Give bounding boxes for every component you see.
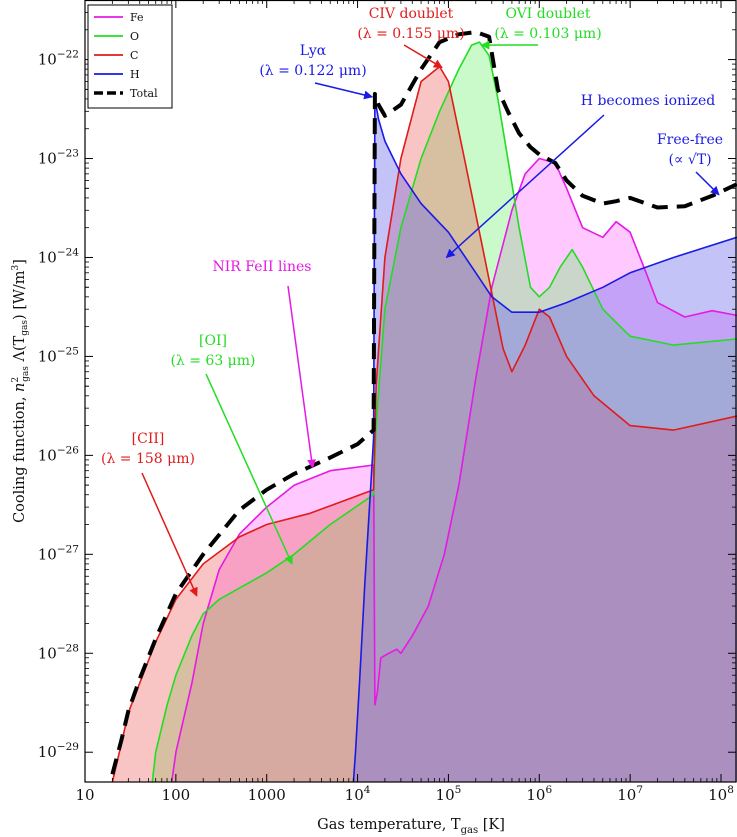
y-tick-label: 10−28 [38, 642, 79, 662]
x-tick-label: 104 [345, 784, 371, 804]
annotation-oi-text: [OI] [199, 333, 227, 349]
y-tick-label: 10−26 [38, 444, 80, 464]
annotation-nir-feii-lines: NIR FeII lines [213, 259, 316, 469]
series-fills [112, 42, 737, 782]
annotation-ly-text: Lyα [300, 43, 327, 59]
annotation-h-becomes-ionized: H becomes ionized [445, 93, 715, 259]
x-axis-title: Gas temperature, Tgas [K] [317, 817, 505, 836]
legend-label: O [130, 30, 139, 43]
legend-item-h: H [94, 68, 140, 81]
legend-item-c: C [94, 49, 138, 62]
legend: Fe OCH Total [87, 4, 173, 109]
legend-item-total: Total [94, 87, 158, 100]
annotation-oi: [OI] (λ = 63 μm) [170, 333, 293, 565]
annotation-nir-feii-lines-text: NIR FeII lines [213, 259, 312, 275]
annotation-ovi-doublet-text: OVI doublet [505, 6, 590, 22]
annotations: [CII] (λ = 158 μm) [OI] (λ = 63 μm) NIR FeII… [101, 6, 723, 597]
legend-item-o: O [94, 30, 139, 43]
y-tick-label: 10−22 [38, 49, 79, 69]
annotation-civ-doublet-arrow [403, 44, 443, 69]
plot-frame [84, 0, 737, 783]
x-tick-label: 107 [617, 784, 643, 804]
plot-border [84, 0, 737, 783]
series-lines [110, 30, 737, 782]
legend-label: Fe [130, 11, 144, 24]
legend-label: C [130, 49, 138, 62]
y-axis-title: Cooling function, n2gas Λ(Tgas) [W/m3] [11, 259, 31, 523]
annotation-cii-text: [CII] [132, 431, 165, 447]
annotation-ly: Lyα (λ = 0.122 μm) [259, 43, 374, 100]
annotation-cii-text: (λ = 158 μm) [101, 451, 195, 467]
annotation-oi-arrow [205, 373, 293, 565]
annotation-ly-text: (λ = 0.122 μm) [259, 63, 366, 79]
series-fill-fe [171, 158, 737, 782]
annotation-civ-doublet-text: (λ = 0.155 μm) [357, 26, 464, 42]
annotation-free-free: Free-free (∝ √T) [657, 132, 723, 196]
series-line-c [111, 65, 737, 782]
annotation-nir-feii-lines-arrow [287, 285, 316, 469]
annotation-cii-arrow [141, 472, 198, 597]
annotation-civ-doublet: CIV doublet (λ = 0.155 μm) [357, 6, 465, 69]
x-tick-label: 100 [162, 786, 191, 804]
annotation-ly-arrow [314, 82, 374, 100]
series-line-h [352, 98, 737, 782]
legend-label: Total [130, 87, 158, 100]
annotation-ovi-doublet-text: (λ = 0.103 μm) [494, 26, 601, 42]
annotation-h-becomes-ionized-arrow [445, 114, 605, 259]
legend-item-fe: Fe [94, 11, 144, 24]
annotation-free-free-text: (∝ √T) [668, 152, 711, 168]
x-tick-label: 106 [526, 784, 552, 804]
x-tick-label: 10 [75, 786, 94, 804]
legend-label: H [130, 68, 140, 81]
y-tick-label: 10−24 [38, 246, 80, 266]
annotation-free-free-text: Free-free [657, 132, 723, 148]
x-tick-label: 108 [708, 784, 734, 804]
annotation-civ-doublet-text: CIV doublet [369, 6, 454, 22]
annotation-ovi-doublet: OVI doublet (λ = 0.103 μm) [480, 6, 602, 50]
y-tick-label: 10−27 [38, 543, 79, 563]
annotation-free-free-arrow [695, 171, 720, 196]
y-tick-label: 10−23 [38, 148, 79, 168]
series-fill-o [152, 42, 737, 782]
legend-box [87, 4, 173, 109]
x-tick-label: 105 [436, 784, 462, 804]
y-tick-label: 10−29 [38, 741, 79, 761]
annotation-h-becomes-ionized-text: H becomes ionized [581, 93, 715, 109]
annotation-oi-text: (λ = 63 μm) [170, 353, 255, 369]
series-line-o [151, 41, 737, 782]
series-fill-c [112, 66, 737, 782]
annotation-cii: [CII] (λ = 158 μm) [101, 431, 198, 597]
series-line-fe [170, 157, 737, 782]
y-tick-label: 10−25 [38, 345, 79, 365]
x-tick-label: 1000 [248, 786, 286, 804]
